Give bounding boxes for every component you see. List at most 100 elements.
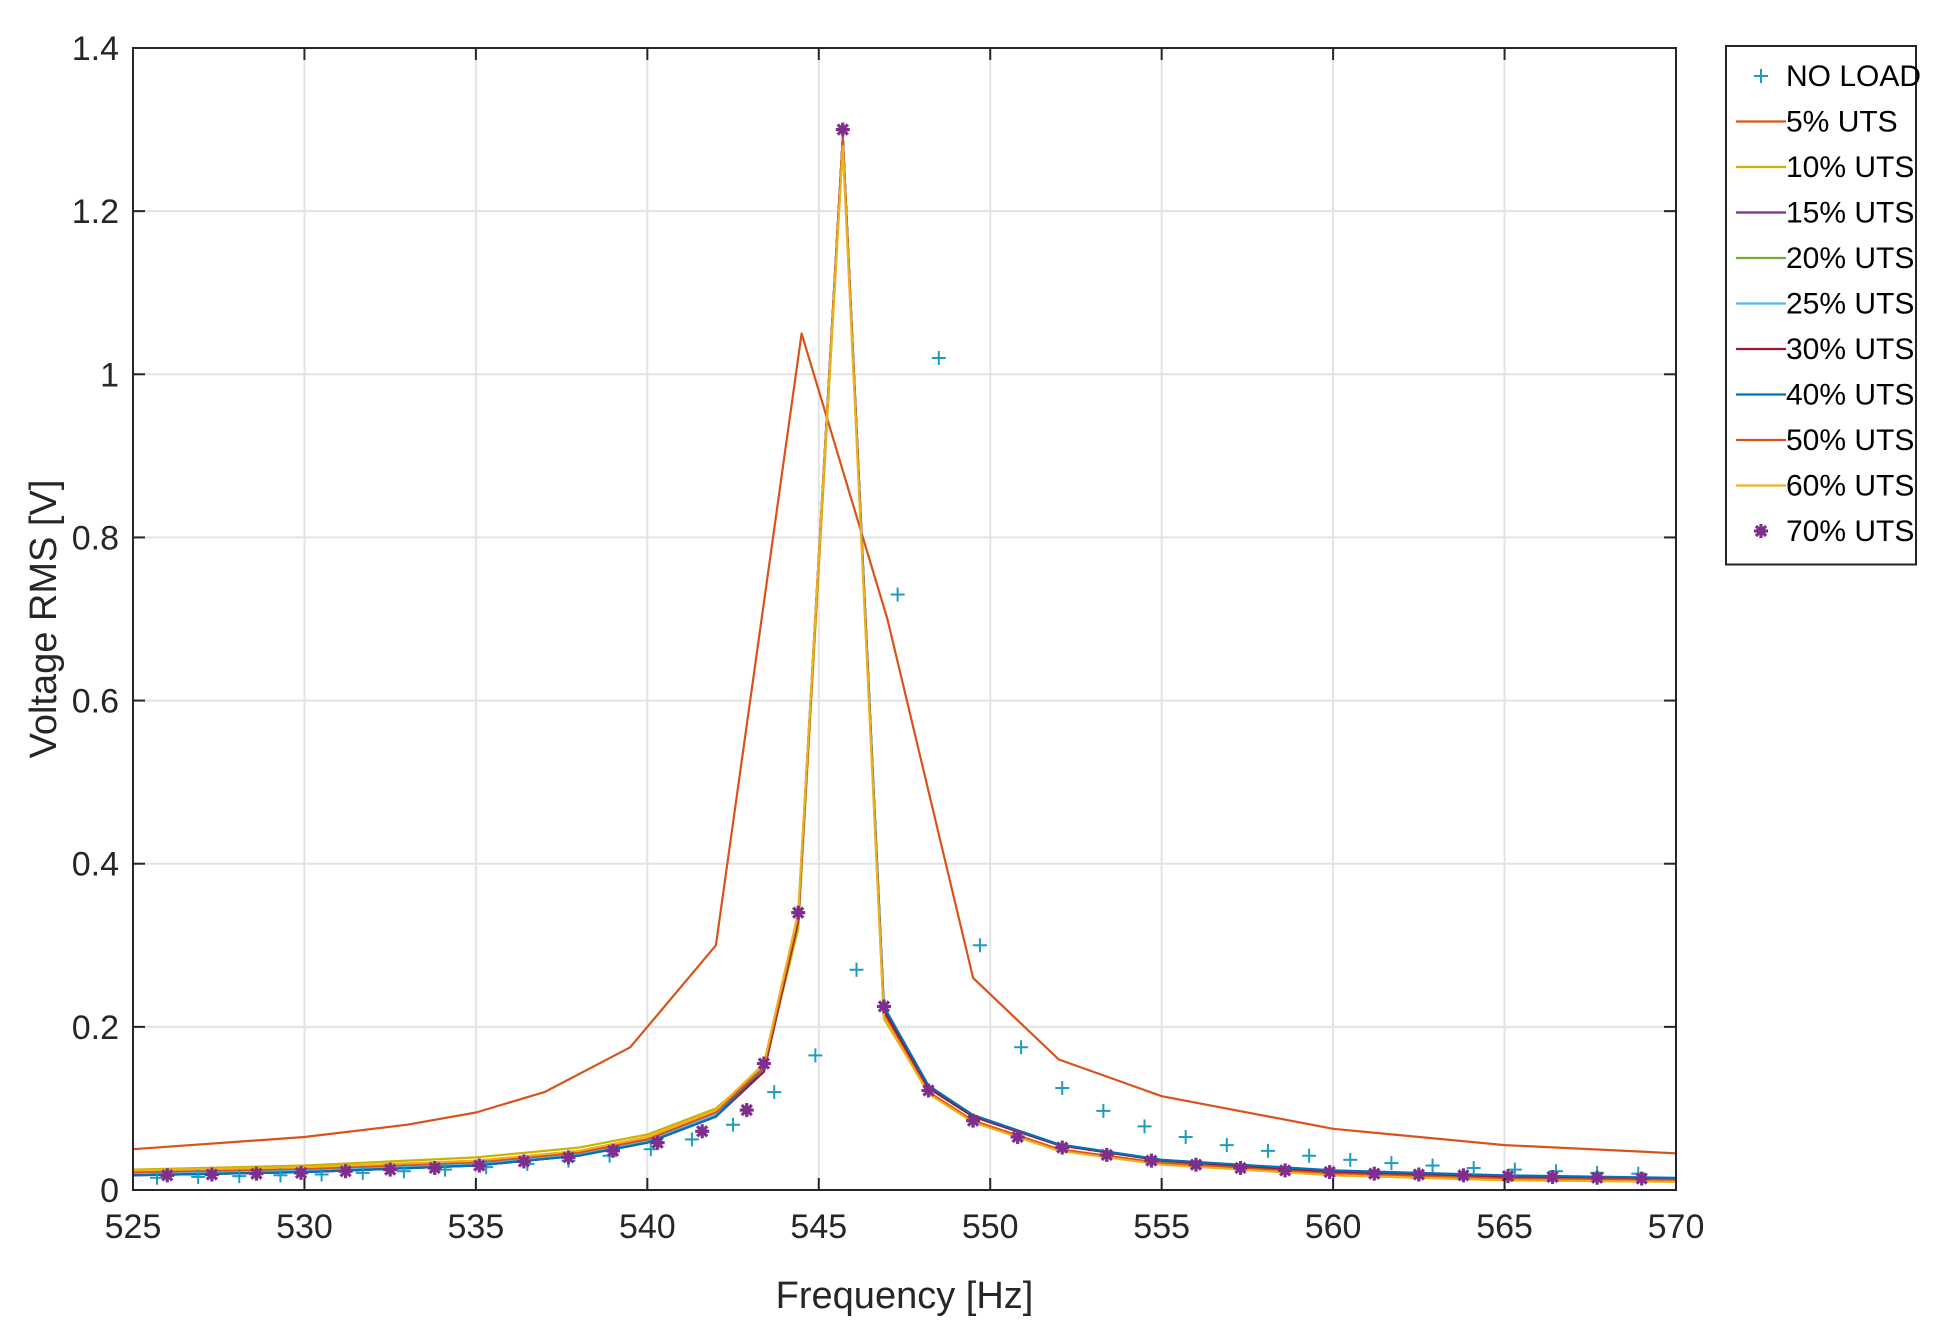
legend-item-20pct-uts: 20% UTS xyxy=(1736,242,1914,275)
data-point-70pct-uts xyxy=(606,1143,621,1158)
x-axis-title: Frequency [Hz] xyxy=(776,1275,1034,1317)
legend-label: 70% UTS xyxy=(1786,515,1914,548)
data-point-no-load xyxy=(1055,1081,1070,1096)
data-point-70pct-uts xyxy=(338,1164,353,1179)
series-line-50pct-uts xyxy=(132,136,1677,1182)
data-point-no-load xyxy=(150,1170,165,1185)
data-point-70pct-uts xyxy=(472,1158,487,1173)
data-point-no-load xyxy=(643,1142,658,1157)
data-point-no-load xyxy=(1137,1119,1152,1134)
data-point-70pct-uts xyxy=(516,1154,531,1169)
data-point-70pct-uts xyxy=(1188,1157,1203,1172)
legend-label: 20% UTS xyxy=(1786,242,1914,275)
legend-item-10pct-uts: 10% UTS xyxy=(1736,151,1914,184)
data-point-no-load xyxy=(1425,1158,1440,1173)
data-point-70pct-uts xyxy=(383,1162,398,1177)
legend-label: 60% UTS xyxy=(1786,470,1914,503)
data-point-70pct-uts xyxy=(835,122,850,137)
data-point-70pct-uts xyxy=(1099,1147,1114,1162)
data-point-70pct-uts xyxy=(921,1083,936,1098)
data-point-70pct-uts xyxy=(204,1167,219,1182)
data-point-70pct-uts xyxy=(1590,1170,1605,1185)
legend-item-5pct-uts: 5% UTS xyxy=(1736,106,1898,139)
data-point-70pct-uts xyxy=(1278,1163,1293,1178)
data-point-no-load xyxy=(273,1168,288,1183)
data-point-70pct-uts xyxy=(876,999,891,1014)
x-tick-label: 555 xyxy=(1133,1208,1190,1246)
data-point-no-load xyxy=(931,350,946,365)
legend-item-no-load: NO LOAD xyxy=(1754,60,1921,93)
x-tick-label: 525 xyxy=(105,1208,162,1246)
series-line-60pct-uts xyxy=(132,144,1677,1183)
legend-label: 10% UTS xyxy=(1786,151,1914,184)
series-5pct-uts xyxy=(132,332,1677,1155)
x-tick-label: 560 xyxy=(1305,1208,1362,1246)
legend-label: 25% UTS xyxy=(1786,288,1914,321)
x-tick-label: 530 xyxy=(276,1208,333,1246)
legend-label: NO LOAD xyxy=(1786,60,1921,93)
data-point-no-load xyxy=(1384,1156,1399,1171)
legend-label: 5% UTS xyxy=(1786,106,1898,139)
data-point-no-load xyxy=(1343,1152,1358,1167)
x-tick-label: 570 xyxy=(1648,1208,1705,1246)
data-point-70pct-uts xyxy=(1456,1168,1471,1183)
data-point-70pct-uts xyxy=(1545,1169,1560,1184)
y-tick-label: 1.4 xyxy=(72,30,119,68)
data-point-70pct-uts xyxy=(1010,1129,1025,1144)
y-tick-label: 0.2 xyxy=(72,1009,119,1047)
plot-frame xyxy=(132,47,1677,1191)
legend-label: 50% UTS xyxy=(1786,424,1914,457)
data-point-no-load xyxy=(890,587,905,602)
data-point-70pct-uts xyxy=(427,1160,442,1175)
y-tick-label: 0.4 xyxy=(72,846,119,884)
axis-ticks: 525 530 535 540 545 550 555 560 565 570 0 0.2 0.4 0.6… xyxy=(72,30,1705,1246)
y-tick-label: 0 xyxy=(100,1172,119,1210)
data-point-70pct-uts xyxy=(756,1056,771,1071)
legend-swatch xyxy=(1754,524,1768,538)
data-point-70pct-uts xyxy=(1411,1167,1426,1182)
data-point-70pct-uts xyxy=(160,1168,175,1183)
legend-item-40pct-uts: 40% UTS xyxy=(1736,379,1914,412)
data-point-70pct-uts xyxy=(1144,1153,1159,1168)
data-point-70pct-uts xyxy=(695,1124,710,1139)
legend-item-50pct-uts: 50% UTS xyxy=(1736,424,1914,457)
legend-swatch xyxy=(1754,69,1768,83)
data-point-no-load xyxy=(1178,1129,1193,1144)
x-tick-label: 550 xyxy=(962,1208,1019,1246)
legend: NO LOAD 5% UTS 10% UTS 15% UTS 20% UTS 25% UT… xyxy=(1725,45,1921,566)
legend-item-30pct-uts: 30% UTS xyxy=(1736,333,1914,366)
data-point-no-load xyxy=(191,1169,206,1184)
data-point-no-load xyxy=(1219,1138,1234,1153)
data-point-70pct-uts xyxy=(1634,1171,1649,1186)
data-point-no-load xyxy=(808,1048,823,1063)
data-point-70pct-uts xyxy=(791,905,806,920)
data-point-no-load xyxy=(767,1085,782,1100)
y-tick-label: 0.6 xyxy=(72,683,119,721)
data-point-70pct-uts xyxy=(1500,1169,1515,1184)
data-point-70pct-uts xyxy=(249,1166,264,1181)
legend-item-25pct-uts: 25% UTS xyxy=(1736,288,1914,321)
data-point-no-load xyxy=(396,1164,411,1179)
data-point-70pct-uts xyxy=(650,1135,665,1150)
data-point-no-load xyxy=(849,962,864,977)
y-tick-label: 1.2 xyxy=(72,193,119,231)
x-tick-label: 540 xyxy=(619,1208,676,1246)
data-point-no-load xyxy=(1507,1162,1522,1177)
x-tick-label: 545 xyxy=(790,1208,847,1246)
data-point-70pct-uts xyxy=(739,1103,754,1118)
plot-area xyxy=(133,48,1676,1190)
data-point-70pct-uts xyxy=(561,1150,576,1165)
data-point-no-load xyxy=(1302,1148,1317,1163)
legend-label: 15% UTS xyxy=(1786,197,1914,230)
y-axis-title: Voltage RMS [V] xyxy=(23,480,65,759)
x-tick-label: 535 xyxy=(448,1208,505,1246)
data-point-no-load xyxy=(1260,1143,1275,1158)
legend-item-70pct-uts: 70% UTS xyxy=(1754,515,1914,548)
data-point-no-load xyxy=(684,1132,699,1147)
data-point-70pct-uts xyxy=(294,1165,309,1180)
data-point-no-load xyxy=(232,1169,247,1184)
data-point-no-load xyxy=(726,1117,741,1132)
data-point-70pct-uts xyxy=(966,1113,981,1128)
legend-item-60pct-uts: 60% UTS xyxy=(1736,470,1914,503)
